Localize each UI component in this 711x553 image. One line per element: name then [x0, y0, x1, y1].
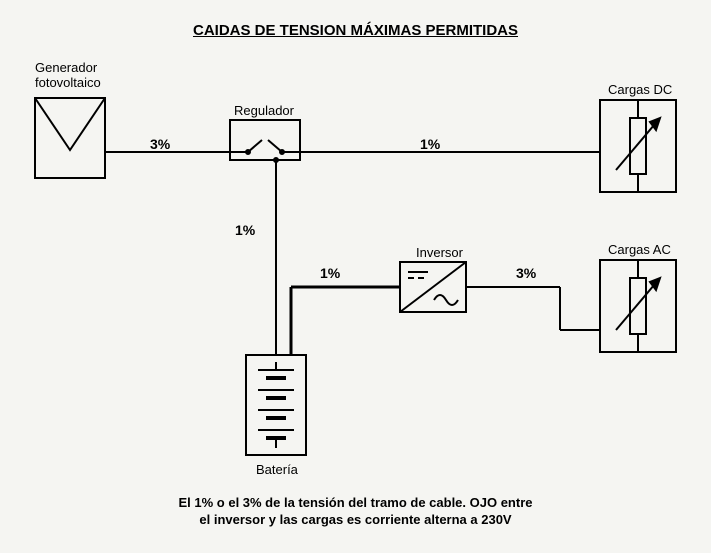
- ac-loads-icon: [600, 260, 676, 352]
- dc-loads-icon: [600, 100, 676, 192]
- regulator-icon: [230, 120, 300, 160]
- battery-icon: [246, 355, 306, 455]
- edge-inv-ac: [466, 287, 600, 330]
- generator-icon: [35, 98, 105, 178]
- diagram-svg: [0, 0, 711, 553]
- inverter-icon: [400, 262, 466, 312]
- diagram-canvas: CAIDAS DE TENSION MÁXIMAS PERMITIDAS Gen…: [0, 0, 711, 553]
- edge-bat-inv: [291, 287, 400, 355]
